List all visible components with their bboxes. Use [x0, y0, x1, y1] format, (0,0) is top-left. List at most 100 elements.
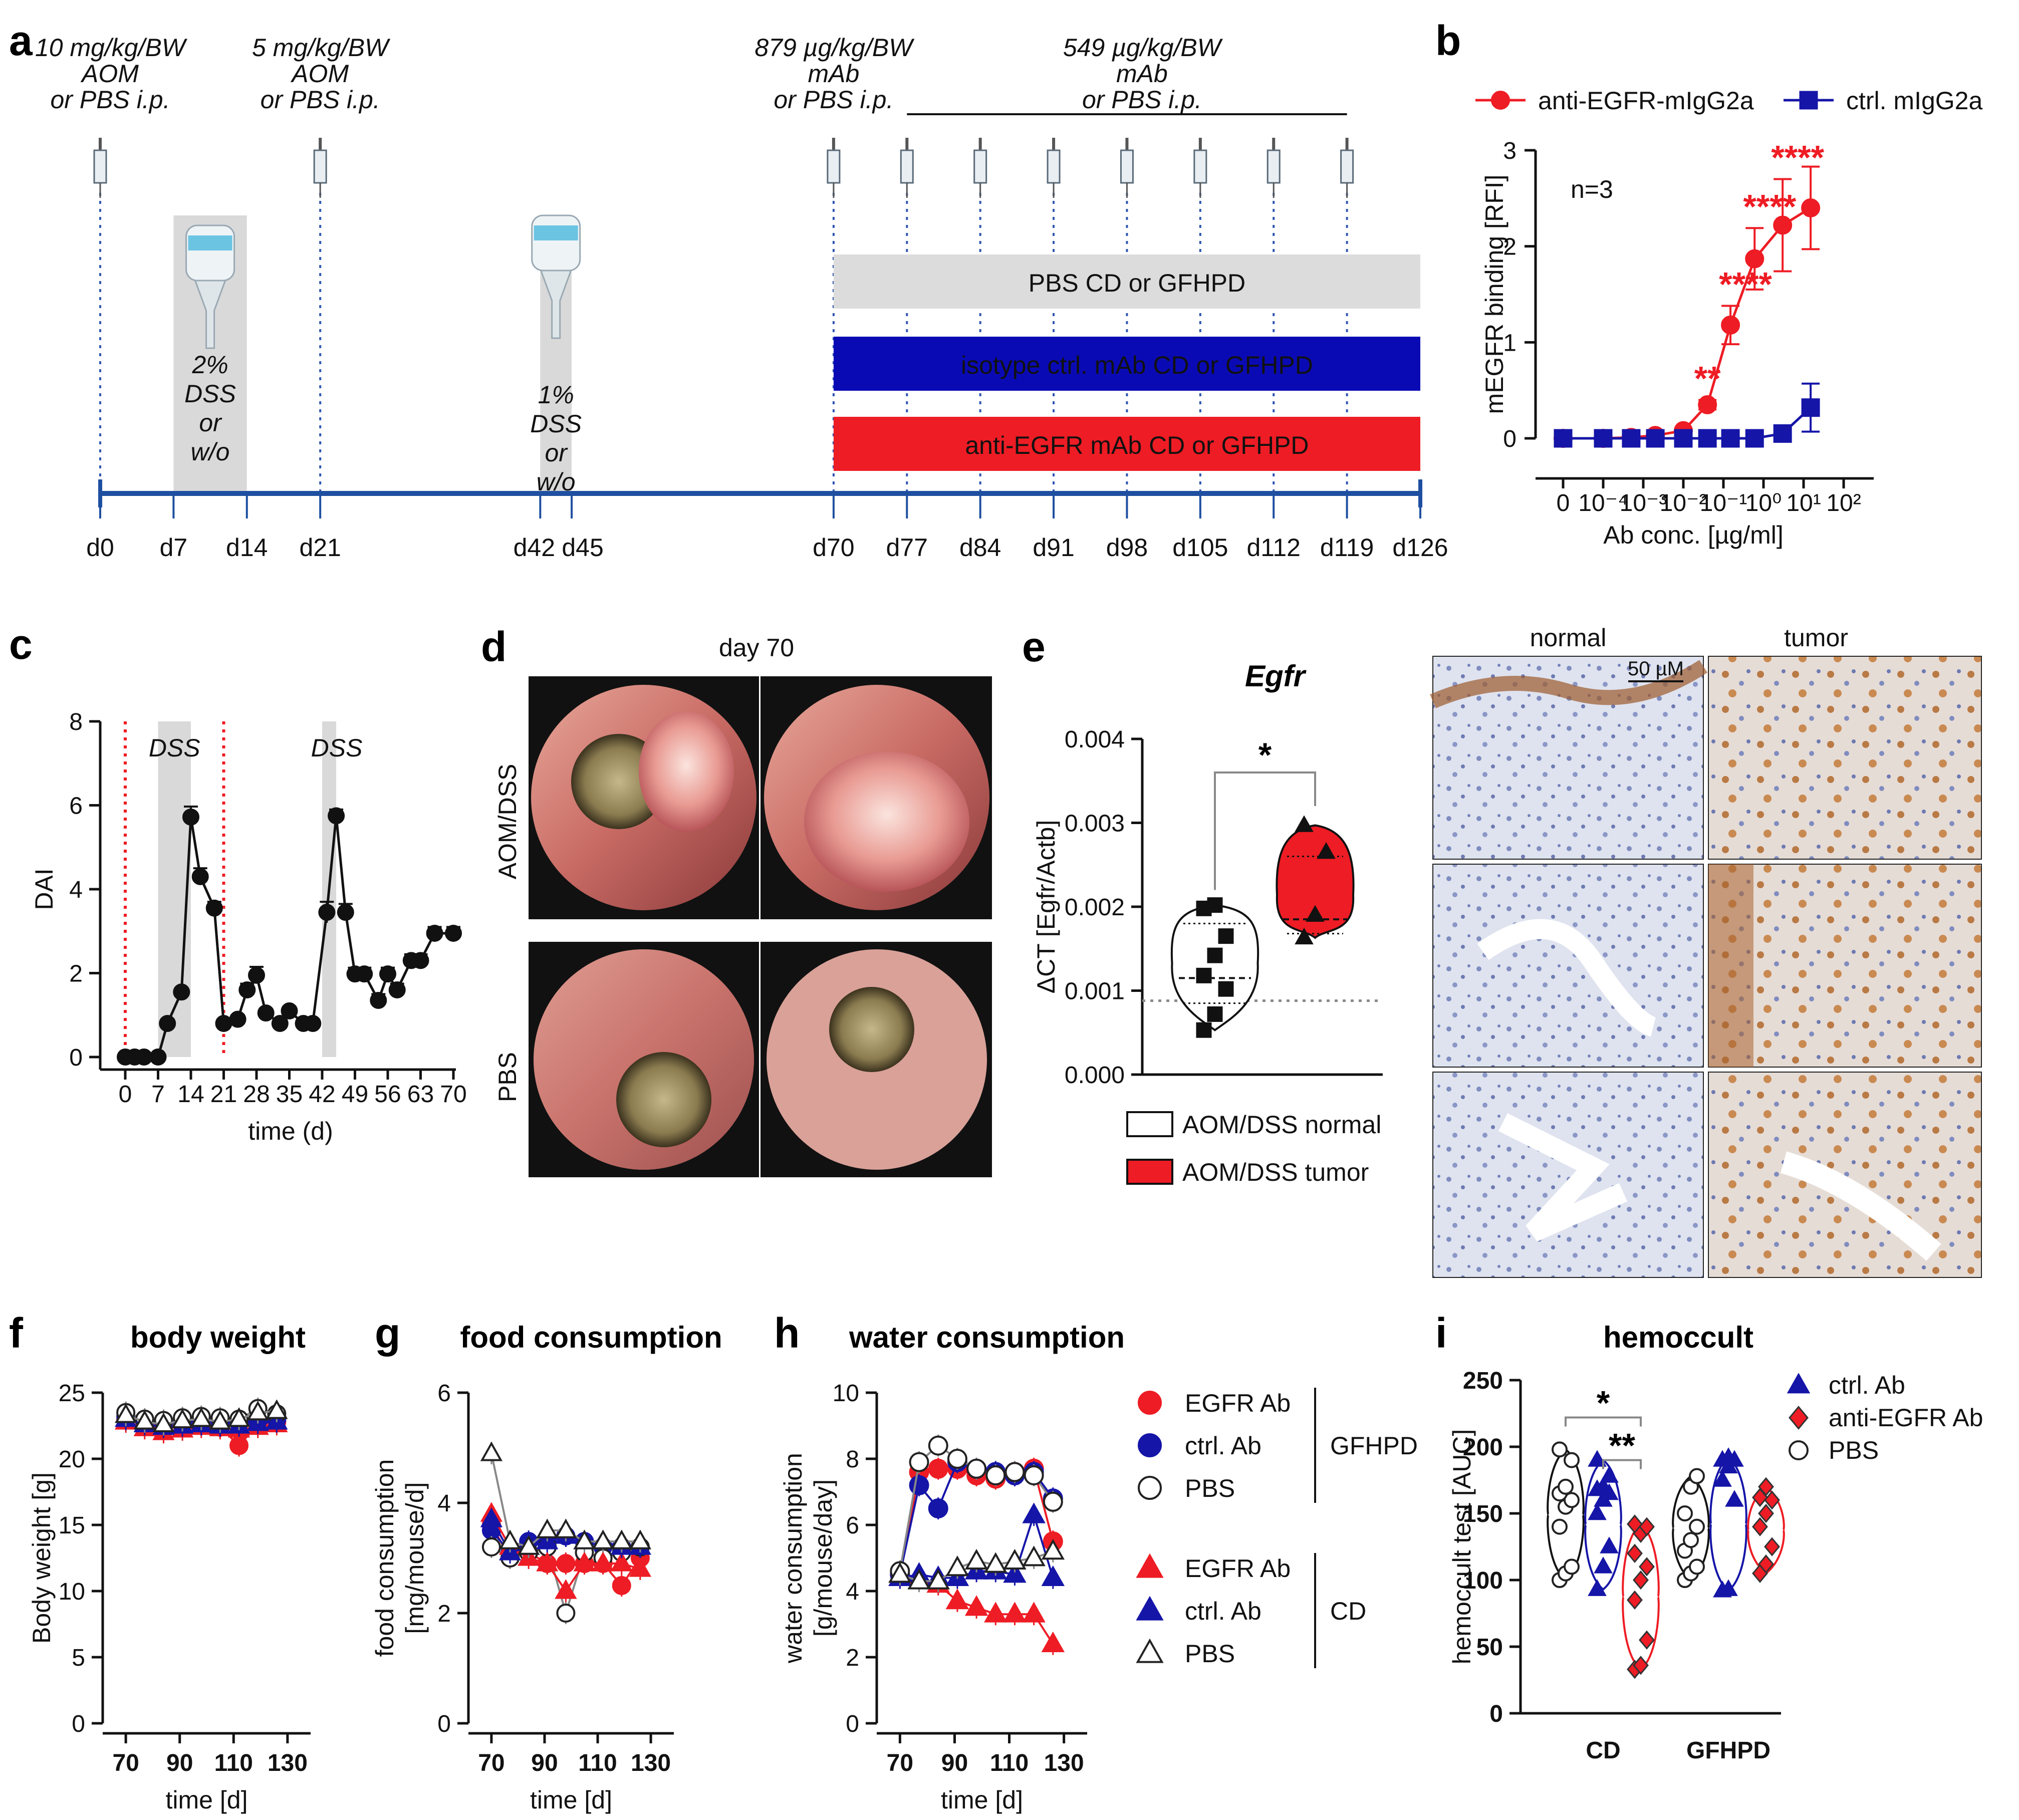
data-point: [1627, 1543, 1643, 1563]
legend-label: ctrl. Ab: [1185, 1597, 1261, 1625]
data-point: [1639, 1557, 1655, 1577]
syringe-icon: [1267, 138, 1281, 198]
dss-label: DSS: [530, 410, 582, 438]
colonoscopy-image-aom-dss-2: [761, 676, 992, 919]
row-label-aom-dss: AOM/DSS: [493, 764, 522, 880]
panel-e: e Egfr 0.000 0.001 0.002 0.003 0.004 ΔCT [Egfr…: [1022, 623, 1982, 1278]
dss-bottle-liquid: [188, 235, 232, 250]
data-point: [1633, 1570, 1649, 1590]
syringe-barrel: [900, 149, 914, 184]
syringe-barrel: [1047, 149, 1061, 184]
injection-dose-label: mAb: [808, 60, 859, 88]
data-point: [984, 1552, 1007, 1573]
legend-group-label: CD: [1330, 1597, 1366, 1625]
chart-title: body weight: [130, 1321, 306, 1354]
data-point: [1295, 815, 1314, 832]
y-tick-label: 1: [1503, 330, 1517, 356]
data-point: [1725, 1490, 1744, 1507]
x-tick-label: 28: [243, 1081, 270, 1108]
y-tick-label: 6: [69, 793, 83, 820]
x-axis-label: time [d]: [530, 1786, 612, 1814]
data-point: [328, 807, 345, 825]
repeat-dose-label: or PBS i.p.: [1082, 86, 1202, 114]
data-point: [1564, 1452, 1580, 1468]
x-tick-label: 56: [374, 1081, 401, 1108]
y-tick-label: 0: [1489, 1701, 1503, 1727]
y-tick-label: 10: [833, 1380, 859, 1407]
data-point: [1721, 315, 1740, 335]
y-tick-label: 2: [1503, 234, 1517, 261]
histology-image-normal-2: [1432, 864, 1704, 1068]
data-point: [1306, 905, 1325, 922]
y-tick-label: 2: [69, 961, 83, 987]
x-category-label: GFHPD: [1686, 1737, 1771, 1764]
dss-period-shade: [158, 721, 191, 1057]
y-tick-label: 4: [437, 1490, 451, 1517]
data-point: [1004, 1462, 1025, 1482]
y-tick-label: 2: [437, 1601, 451, 1627]
data-point: [173, 983, 190, 1001]
y-axis-label-unit: [g/mouse/day]: [809, 1479, 837, 1637]
y-tick-label: 25: [59, 1380, 85, 1407]
y-axis-label: food consumption: [371, 1459, 399, 1657]
data-point: [1698, 395, 1717, 414]
data-point: [985, 1465, 1006, 1485]
data-point: [1801, 398, 1820, 417]
legend-label: EGFR Ab: [1185, 1389, 1291, 1417]
x-tick-label: 7: [151, 1081, 165, 1108]
data-point: [1003, 1602, 1027, 1623]
y-tick-label: 0.002: [1065, 894, 1125, 921]
data-point: [966, 1458, 987, 1479]
significance-marker: ****: [1719, 266, 1772, 304]
legend-marker: [1138, 1391, 1162, 1415]
syringe-barrel: [1267, 149, 1281, 184]
panel-label-b: b: [1435, 17, 1461, 64]
data-point: [907, 1569, 931, 1590]
legend-marker: [1799, 91, 1818, 110]
data-point: [190, 1407, 212, 1427]
syringe-icon: [313, 138, 327, 198]
x-tick-label: 90: [166, 1750, 193, 1776]
syringe-barrel: [973, 149, 987, 184]
y-tick-label: 0: [1503, 426, 1517, 452]
significance-bracket: [1602, 1459, 1642, 1469]
x-axis-label: time [d]: [941, 1786, 1023, 1814]
x-tick-label: 130: [1044, 1750, 1084, 1776]
data-point: [1041, 1539, 1065, 1560]
x-tick-label: 90: [531, 1750, 558, 1776]
y-tick-label: 8: [69, 709, 83, 735]
legend-swatch: [1126, 1159, 1173, 1185]
y-tick-label: 50: [1476, 1634, 1503, 1661]
data-point: [159, 1015, 176, 1032]
legend-marker: [1138, 1476, 1162, 1500]
significance-marker: ****: [1743, 187, 1796, 225]
syringe-barrel: [1193, 149, 1207, 184]
sample-size-annotation: n=3: [1571, 175, 1613, 203]
row-label-pbs: PBS: [493, 1052, 522, 1102]
y-axis-label: hemoccult test [AUC]: [1448, 1429, 1476, 1665]
y-tick-label: 4: [846, 1579, 859, 1605]
legend-label: EGFR Ab: [1185, 1554, 1291, 1583]
treatment-bar: [833, 337, 1420, 391]
y-axis-label-unit: [mg/mouse/d]: [401, 1482, 429, 1634]
data-point: [909, 1475, 929, 1495]
syringe-barrel: [93, 149, 107, 184]
y-tick-label: 250: [1463, 1368, 1503, 1394]
chart-title: hemoccult: [1603, 1321, 1753, 1354]
data-point: [281, 1002, 298, 1019]
data-point: [426, 924, 443, 942]
dss-label: 1%: [538, 381, 574, 409]
y-axis-label: ΔCT [Egfr/Actb]: [1032, 820, 1060, 993]
data-point: [536, 1518, 559, 1538]
injection-dose-label: 879 µg/kg/BW: [754, 34, 915, 62]
data-point: [1564, 1492, 1580, 1508]
colonoscopy-title: day 70: [719, 634, 794, 662]
significance-marker: *: [1258, 736, 1272, 774]
timeline-tick-label: d91: [1033, 534, 1074, 562]
data-point: [1003, 1562, 1027, 1583]
data-point: [1207, 1006, 1223, 1022]
data-point: [257, 1004, 275, 1022]
legend-label: ctrl. Ab: [1185, 1432, 1261, 1460]
syringe-icon: [827, 138, 841, 198]
